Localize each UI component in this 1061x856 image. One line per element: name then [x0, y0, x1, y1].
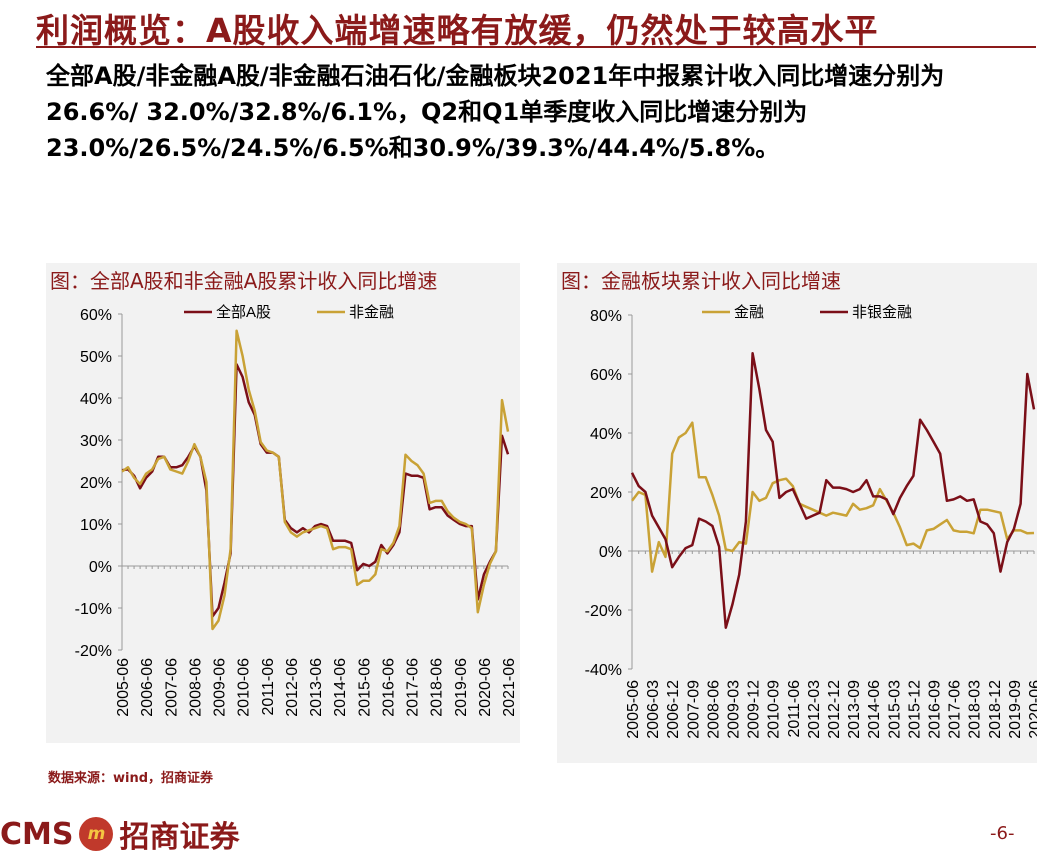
- logo-mark-icon: m: [79, 817, 114, 851]
- series-line: [121, 363, 510, 618]
- y-tick-label: 0%: [89, 559, 112, 576]
- x-tick-label: 2016-09: [927, 680, 944, 739]
- page-number: -6-: [990, 823, 1015, 844]
- x-tick-label: 2011-06: [260, 658, 277, 716]
- x-tick-label: 2009-03: [726, 680, 743, 739]
- x-tick-label: 2007-06: [163, 658, 180, 717]
- legend-label: 非金融: [349, 304, 394, 321]
- x-tick-label: 2005-06: [115, 658, 132, 717]
- right-chart: -40% -20% 0% 20% 40% 60% 80% 2005-06 2006-03 2006…: [585, 304, 1037, 739]
- x-tick-label: 2016-06: [380, 658, 397, 717]
- x-tick-label: 2006-06: [139, 658, 156, 717]
- y-tick-label: 0%: [599, 544, 622, 561]
- x-tick-label: 2006-12: [665, 680, 682, 739]
- y-tick-label: 50%: [80, 349, 112, 366]
- series-line: [631, 421, 1035, 573]
- x-tick-label: 2018-12: [987, 680, 1004, 739]
- x-tick-label: 2014-06: [866, 680, 883, 739]
- right-chart-title: 图：金融板块累计收入同比增速: [561, 269, 841, 293]
- y-tick-label: 40%: [80, 391, 112, 408]
- x-tick-label: 2012-03: [806, 680, 823, 739]
- y-tick-label: 10%: [80, 517, 112, 534]
- x-tick-label: 2015-06: [356, 658, 373, 717]
- legend-label: 非银金融: [852, 304, 912, 321]
- x-tick-label: 2006-03: [645, 680, 662, 739]
- y-tick-label: 40%: [590, 426, 622, 443]
- logo-cn-text: 招商证券: [119, 820, 240, 855]
- x-tick-label: 2014-06: [332, 658, 349, 717]
- right-chart-panel: 图：金融板块累计收入同比增速 -40% -20% 0% 20% 40% 60% 80% 200…: [557, 263, 1037, 763]
- x-tick-label: 2009-06: [212, 658, 229, 717]
- y-tick-label: -20%: [585, 603, 622, 620]
- series-line: [121, 329, 510, 631]
- y-tick-label: 60%: [80, 307, 112, 324]
- series-line: [630, 352, 1036, 629]
- x-tick-label: 2017-06: [405, 658, 422, 717]
- legend-label: 全部A股: [216, 303, 271, 321]
- y-tick-label: -10%: [75, 601, 112, 618]
- x-tick-label: 2018-06: [429, 658, 446, 717]
- left-chart-title: 图：全部A股和非金融A股累计收入同比增速: [50, 269, 438, 293]
- x-tick-label: 2005-06: [625, 680, 642, 739]
- x-tick-label: 2012-06: [284, 658, 301, 717]
- x-tick-label: 2008-06: [187, 658, 204, 717]
- x-tick-label: 2008-06: [705, 680, 722, 739]
- legend-label: 金融: [734, 304, 764, 321]
- x-tick-label: 2010-09: [766, 680, 783, 739]
- x-tick-label: 2019-06: [453, 658, 470, 717]
- company-logo: CMS m 招商证券: [0, 812, 239, 856]
- left-chart-panel: 图：全部A股和非金融A股累计收入同比增速 -20% -10% 0% 10% 20% 30%…: [46, 263, 520, 743]
- x-tick-label: 2012-12: [826, 680, 843, 739]
- x-tick-label: 2020-06: [477, 658, 494, 717]
- x-tick-label: 2020-06: [1027, 680, 1037, 739]
- x-tick-label: 2018-03: [967, 680, 984, 739]
- x-tick-label: 2013-06: [308, 658, 325, 717]
- x-tick-label: 2010-06: [236, 658, 253, 717]
- logo-text: CMS: [0, 816, 74, 852]
- x-tick-label: 2009-12: [746, 680, 763, 739]
- data-source: 数据来源：wind，招商证券: [48, 771, 214, 786]
- x-tick-label: 2013-09: [846, 680, 863, 739]
- x-tick-label: 2017-06: [947, 680, 964, 739]
- x-tick-label: 2019-09: [1007, 680, 1024, 739]
- summary-text: 全部A股/非金融A股/非金融石油石化/金融板块2021年中报累计收入同比增速分别…: [46, 62, 945, 162]
- y-tick-label: 80%: [590, 308, 622, 325]
- x-tick-label: 2015-12: [906, 680, 923, 739]
- y-tick-label: 30%: [80, 433, 112, 450]
- x-tick-label: 2011-06: [786, 680, 803, 738]
- x-tick-label: 2015-03: [886, 680, 903, 739]
- slide-title: 利润概览：A股收入端增速略有放缓，仍然处于较高水平: [36, 11, 879, 50]
- title-divider: [36, 46, 1036, 48]
- left-chart: -20% -10% 0% 10% 20% 30% 40% 50% 60% 2005-06 2006-…: [75, 303, 518, 717]
- y-tick-label: 20%: [80, 475, 112, 492]
- x-tick-label: 2007-09: [685, 680, 702, 739]
- y-tick-label: -40%: [585, 662, 622, 679]
- y-tick-label: 20%: [590, 485, 622, 502]
- y-tick-label: -20%: [75, 643, 112, 660]
- x-tick-label: 2021-06: [501, 658, 518, 717]
- y-tick-label: 60%: [590, 367, 622, 384]
